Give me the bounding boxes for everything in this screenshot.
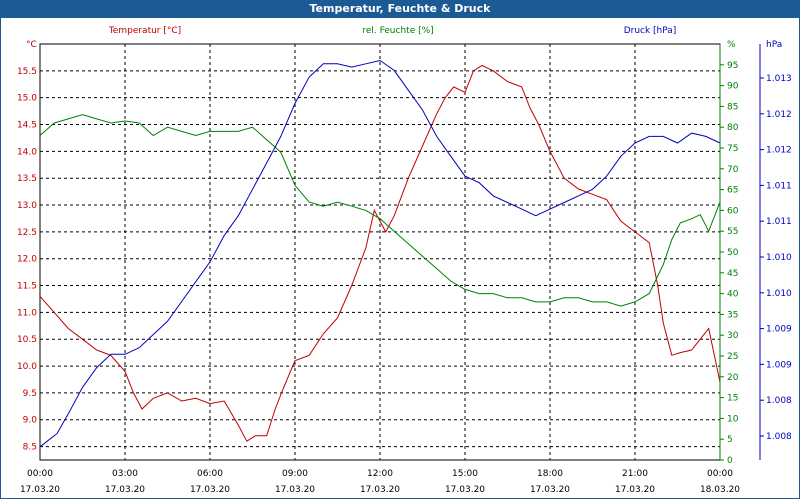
humidity-tick-label: 80 [727, 123, 739, 133]
temperature-tick-label: 8.5 [23, 443, 37, 453]
date-tick-label: 17.03.20 [445, 485, 485, 495]
temperature-unit-label: °C [26, 40, 37, 50]
pressure-tick-label: 1.008 [766, 432, 792, 442]
time-tick-label: 03:00 [112, 469, 138, 479]
humidity-tick-label: 15 [727, 394, 738, 404]
humidity-tick-label: 45 [727, 269, 738, 279]
series-line-pressure [39, 59, 721, 448]
date-tick-label: 17.03.20 [275, 485, 315, 495]
chart-title: Temperatur, Feuchte & Druck [0, 0, 800, 18]
grid [39, 43, 721, 461]
pressure-tick-label: 1.011 [766, 217, 792, 227]
time-tick-label: 15:00 [452, 469, 478, 479]
temperature-tick-label: 10.0 [17, 362, 37, 372]
humidity-tick-label: 55 [727, 227, 738, 237]
temperature-tick-label: 12.0 [17, 255, 37, 265]
time-tick-label: 18:00 [537, 469, 563, 479]
pressure-axis-title: Druck [hPa] [624, 26, 677, 36]
temperature-tick-label: 12.5 [17, 228, 37, 238]
pressure-tick-label: 1.009 [766, 325, 792, 335]
humidity-tick-label: 25 [727, 352, 738, 362]
time-tick-label: 00:00 [707, 469, 733, 479]
temperature-tick-label: 11.5 [17, 282, 37, 292]
time-tick-label: 09:00 [282, 469, 308, 479]
humidity-tick-label: 30 [727, 331, 739, 341]
temperature-tick-label: 9.5 [23, 389, 37, 399]
date-tick-label: 17.03.20 [360, 485, 400, 495]
temperature-tick-label: 14.0 [17, 147, 37, 157]
temperature-axis-title: Temperatur [°C] [108, 26, 181, 36]
pressure-tick-label: 1.010 [766, 253, 792, 263]
date-tick-label: 17.03.20 [190, 485, 230, 495]
series-lines [39, 59, 721, 448]
temperature-tick-label: 13.5 [17, 174, 37, 184]
series-line-humidity [39, 114, 721, 307]
time-tick-label: 21:00 [622, 469, 648, 479]
humidity-tick-label: 50 [727, 248, 739, 258]
humidity-tick-label: 70 [727, 165, 739, 175]
humidity-axis-title: rel. Feuchte [%] [362, 26, 433, 36]
time-tick-label: 06:00 [197, 469, 223, 479]
time-tick-label: 12:00 [367, 469, 393, 479]
temperature-tick-label: 11.0 [17, 308, 37, 318]
date-tick-label: 17.03.20 [530, 485, 570, 495]
humidity-unit-label: % [727, 40, 736, 50]
humidity-tick-label: 90 [727, 82, 739, 92]
temperature-tick-label: 10.5 [17, 335, 37, 345]
pressure-tick-label: 1.012 [766, 110, 792, 120]
temperature-tick-label: 15.0 [17, 94, 37, 104]
humidity-tick-label: 65 [727, 186, 738, 196]
axis-labels: Temperatur [°C] rel. Feuchte [%] Druck [hP… [108, 26, 676, 36]
date-tick-label: 17.03.20 [615, 485, 655, 495]
pressure-tick-label: 1.012 [766, 146, 792, 156]
date-tick-label: 17.03.20 [105, 485, 145, 495]
humidity-tick-label: 75 [727, 144, 738, 154]
temperature-tick-label: 9.0 [23, 416, 38, 426]
humidity-tick-label: 85 [727, 102, 738, 112]
humidity-tick-label: 60 [727, 206, 739, 216]
pressure-tick-label: 1.013 [766, 74, 792, 84]
humidity-tick-label: 35 [727, 310, 738, 320]
humidity-tick-label: 0 [727, 456, 733, 466]
time-tick-label: 00:00 [27, 469, 53, 479]
temperature-tick-label: 13.0 [17, 201, 37, 211]
pressure-tick-label: 1.009 [766, 360, 792, 370]
temperature-tick-label: 15.5 [17, 67, 37, 77]
pressure-tick-label: 1.011 [766, 181, 792, 191]
temperature-tick-label: 14.5 [17, 121, 37, 131]
pressure-tick-label: 1.010 [766, 289, 792, 299]
series-line-temperature [39, 64, 721, 442]
date-tick-label: 17.03.20 [20, 485, 60, 495]
pressure-tick-label: 1.008 [766, 396, 792, 406]
humidity-tick-label: 20 [727, 373, 739, 383]
temperature-axis-ticks: 15.5 15.0 14.5 14.0 13.5 13.0 12.5 12.0 11.5 11.0… [17, 40, 37, 453]
humidity-tick-label: 40 [727, 290, 739, 300]
pressure-axis-ticks: 1.013 1.012 1.012 1.011 1.011 1.010 1.010 1.009… [759, 40, 792, 460]
time-axis-ticks: 00:00 17.03.20 03:00 17.03.20 06:00 17.03.20 0… [20, 469, 740, 495]
humidity-tick-label: 5 [727, 435, 733, 445]
pressure-unit-label: hPa [766, 40, 782, 50]
humidity-tick-label: 95 [727, 61, 738, 71]
date-tick-label: 18.03.20 [700, 485, 740, 495]
humidity-tick-label: 10 [727, 414, 739, 424]
